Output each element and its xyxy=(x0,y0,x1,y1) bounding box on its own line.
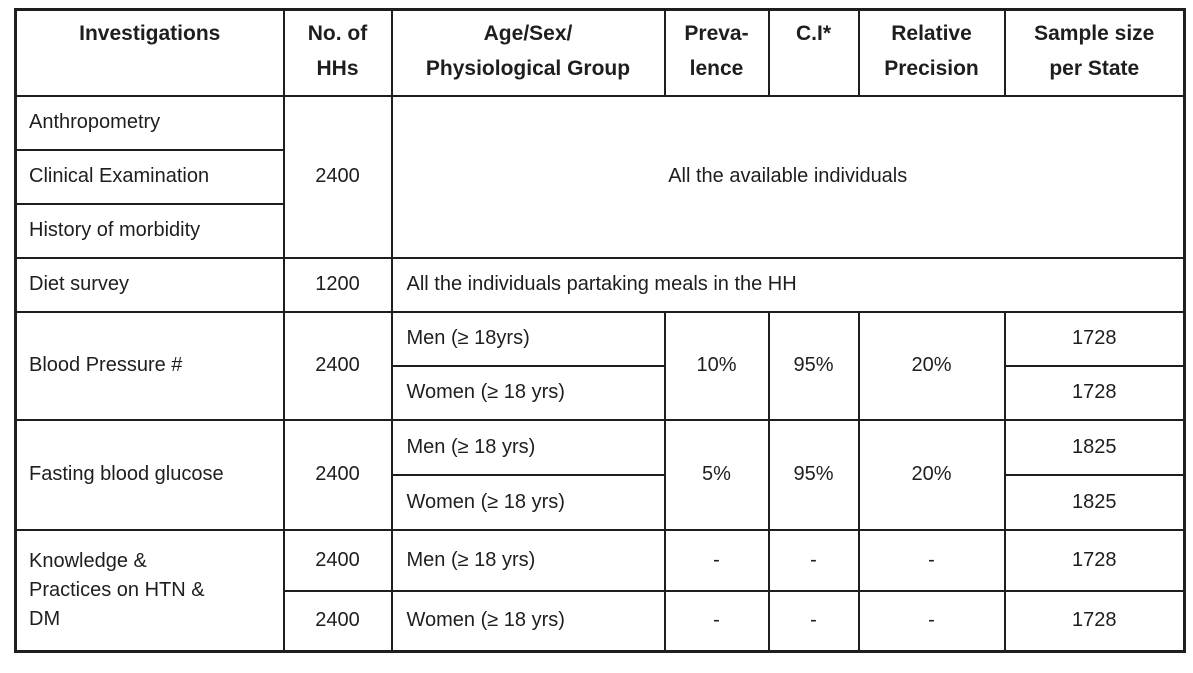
cell-hhs-fasting-glucose: 2400 xyxy=(282,418,393,531)
row-history-of-morbidity: History of morbidity xyxy=(14,202,1185,259)
row-blood-pressure-women: Women (≥ 18 yrs) 1728 xyxy=(16,364,1186,421)
row-anthropometry: Anthropometry 2400 All the available ind… xyxy=(14,94,1186,259)
header-line: Precision xyxy=(884,56,979,80)
row-clinical-examination: Clinical Examination xyxy=(14,148,1185,205)
cell-hhs-knowledge-women: 2400 xyxy=(282,589,393,653)
row-knowledge-women: 2400 Women (≥ 18 yrs) - - - 1728 xyxy=(16,589,1186,653)
header-age-sex-group: Age/Sex/ Physiological Group xyxy=(390,8,666,97)
header-line: Investigations xyxy=(79,22,221,45)
cell-group-diet: All the individuals partaking meals in t… xyxy=(390,256,1186,313)
row-fasting-glucose-men: Fasting blood glucose 2400 Men (≥ 18 yrs… xyxy=(14,418,1186,531)
cell-sample-knowledge-men: 1728 xyxy=(1003,528,1186,592)
investigation-line: DM xyxy=(29,607,61,630)
cell-sample-knowledge-women: 1728 xyxy=(1003,589,1186,653)
cell-group-knowledge-men: Men (≥ 18 yrs) xyxy=(390,528,666,592)
cell-hhs-anthro-block: 2400 xyxy=(282,94,393,259)
cell-sample-bp-women: 1728 xyxy=(1003,364,1186,421)
row-fasting-glucose-women: Women (≥ 18 yrs) 1825 xyxy=(16,473,1186,531)
header-line: Preva- xyxy=(684,22,749,45)
cell-group-bp-men: Men (≥ 18yrs) xyxy=(390,310,666,367)
header-line: Sample size xyxy=(1034,22,1155,45)
cell-hhs-knowledge-men: 2400 xyxy=(282,528,393,592)
row-blood-pressure-men: Blood Pressure # 2400 Men (≥ 18yrs) 10% … xyxy=(14,310,1186,421)
header-row: Investigations No. of HHs Age/Sex/ Physi… xyxy=(14,8,1186,97)
header-line: Relative xyxy=(891,22,972,45)
survey-design-table: Investigations No. of HHs Age/Sex/ Physi… xyxy=(14,8,1186,653)
header-line: lence xyxy=(689,56,744,80)
investigation-line: Knowledge & xyxy=(29,549,147,572)
cell-group-anthro-block: All the available individuals xyxy=(390,94,1186,259)
cell-investigation-diet: Diet survey xyxy=(14,256,285,313)
header-line: HHs xyxy=(316,56,359,80)
cell-prevalence-knowledge-women: - xyxy=(663,589,770,653)
header-line: per State xyxy=(1049,56,1140,80)
header-ci: C.I* xyxy=(767,8,860,97)
cell-group-fbg-men: Men (≥ 18 yrs) xyxy=(390,418,666,476)
cell-prevalence-fbg: 5% xyxy=(663,418,770,531)
cell-ci-fbg: 95% xyxy=(767,418,860,531)
header-sample-size: Sample size per State xyxy=(1003,8,1186,97)
cell-investigation-fasting-glucose: Fasting blood glucose xyxy=(14,418,285,531)
cell-relative-precision-knowledge-women: - xyxy=(857,589,1006,653)
cell-investigation-anthropometry: Anthropometry xyxy=(14,94,285,151)
cell-ci-bp: 95% xyxy=(767,310,860,421)
cell-ci-knowledge-men: - xyxy=(767,528,860,592)
cell-relative-precision-knowledge-men: - xyxy=(857,528,1006,592)
header-line: Physiological Group xyxy=(425,56,631,80)
cell-sample-fbg-women: 1825 xyxy=(1003,473,1186,531)
header-relative-precision: Relative Precision xyxy=(857,8,1006,97)
header-no-of-hhs: No. of HHs xyxy=(282,8,393,97)
cell-sample-fbg-men: 1825 xyxy=(1003,418,1186,476)
cell-relative-precision-bp: 20% xyxy=(857,310,1006,421)
cell-group-fbg-women: Women (≥ 18 yrs) xyxy=(390,473,666,531)
cell-investigation-blood-pressure: Blood Pressure # xyxy=(14,310,285,421)
cell-sample-bp-men: 1728 xyxy=(1003,310,1186,367)
cell-prevalence-knowledge-men: - xyxy=(663,528,770,592)
cell-investigation-history: History of morbidity xyxy=(14,202,285,259)
header-investigations: Investigations xyxy=(14,8,285,97)
header-line: C.I* xyxy=(795,22,831,45)
header-line: Age/Sex/ xyxy=(483,22,573,45)
cell-investigation-clinical: Clinical Examination xyxy=(14,148,285,205)
header-line: No. of xyxy=(307,22,368,45)
cell-hhs-diet: 1200 xyxy=(282,256,393,313)
header-prevalence: Preva- lence xyxy=(663,8,770,97)
investigation-line: Practices on HTN & xyxy=(29,578,205,601)
cell-group-bp-women: Women (≥ 18 yrs) xyxy=(390,364,666,421)
cell-group-knowledge-women: Women (≥ 18 yrs) xyxy=(390,589,666,653)
row-knowledge-men: Knowledge & Practices on HTN & DM 2400 M… xyxy=(14,528,1186,653)
cell-investigation-knowledge: Knowledge & Practices on HTN & DM xyxy=(14,528,285,653)
cell-prevalence-bp: 10% xyxy=(663,310,770,421)
cell-hhs-blood-pressure: 2400 xyxy=(282,310,393,421)
cell-relative-precision-fbg: 20% xyxy=(857,418,1006,531)
row-diet-survey: Diet survey 1200 All the individuals par… xyxy=(14,256,1186,313)
cell-ci-knowledge-women: - xyxy=(767,589,860,653)
